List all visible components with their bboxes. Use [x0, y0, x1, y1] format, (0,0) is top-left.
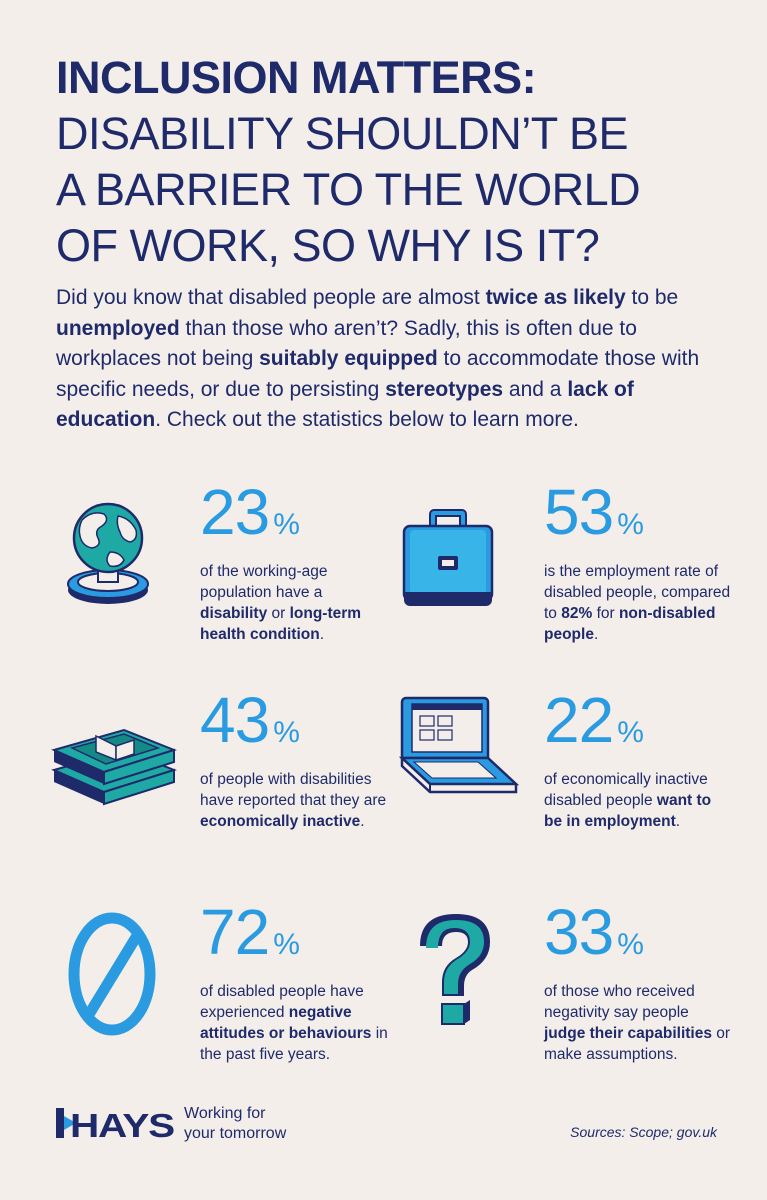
hays-logo: HAYS [56, 1107, 175, 1140]
intro-highlight: stereotypes [385, 377, 504, 401]
intro-text: Did you know that disabled people are al… [56, 286, 486, 309]
intro-text: . Check out the statistics below to lear… [155, 408, 579, 431]
question-mark-icon [420, 914, 490, 1025]
stat-number: 22% [544, 684, 644, 756]
tagline-line-2: your tomorrow [184, 1125, 287, 1142]
intro-text: to be [625, 286, 679, 309]
stat-number: 53% [544, 476, 644, 548]
stat-description: of economically inactive disabled people… [544, 771, 712, 830]
intro-highlight: twice as likely [485, 286, 626, 309]
stat-number: 72% [200, 896, 300, 968]
title-line-4: OF WORK, SO WHY IS IT? [56, 220, 600, 271]
intro-text: to accommodate those with specific needs… [56, 347, 700, 401]
stat-description: of disabled people have experienced nega… [200, 983, 388, 1063]
stat-number: 33% [544, 896, 644, 968]
tagline: Working for your tomorrow [184, 1104, 286, 1144]
intro-text: and a [503, 377, 568, 401]
stat-number: 43% [200, 684, 300, 756]
stat-22-percent: 22% of economically inactive disabled pe… [544, 688, 714, 832]
stat-53-percent: 53% is the employment rate of disabled p… [544, 480, 734, 645]
title-line-3: A BARRIER TO THE WORLD [56, 164, 641, 215]
intro-highlight: suitably equipped [259, 347, 438, 370]
stat-43-percent: 43% of people with disabilities have rep… [200, 688, 390, 832]
intro-text: than those who aren’t? Sadly, this is of… [56, 316, 637, 371]
intro-highlight: lack of education [56, 377, 634, 432]
intro-paragraph: Did you know that disabled people are al… [56, 283, 728, 436]
briefcase-icon [402, 509, 494, 606]
stat-23-percent: 23% of the working-age population have a… [200, 480, 390, 645]
stat-description: is the employment rate of disabled peopl… [544, 563, 731, 643]
stat-number: 23% [200, 476, 300, 548]
prohibited-icon [68, 912, 156, 1036]
logo-wordmark: HAYS [70, 1107, 174, 1140]
title-line-1: INCLUSION MATTERS: [56, 52, 537, 103]
intro-highlight: unemployed [56, 316, 180, 340]
money-stack-icon [51, 728, 177, 806]
stat-description: of the working-age population have a dis… [200, 563, 362, 643]
laptop-icon [398, 696, 520, 794]
tagline-line-1: Working for [184, 1105, 266, 1122]
stat-description: of those who received negativity say peo… [544, 983, 731, 1063]
title-line-2: DISABILITY SHOULDN’T BE [56, 108, 629, 159]
globe-icon [67, 502, 149, 604]
stat-33-percent: 33% of those who received negativity say… [544, 900, 734, 1065]
stat-72-percent: 72% of disabled people have experienced … [200, 900, 390, 1065]
page-title: INCLUSION MATTERS: DISABILITY SHOULDN’T … [56, 50, 736, 274]
sources-text: Sources: Scope; gov.uk [570, 1124, 717, 1140]
stat-description: of people with disabilities have reporte… [200, 771, 387, 830]
